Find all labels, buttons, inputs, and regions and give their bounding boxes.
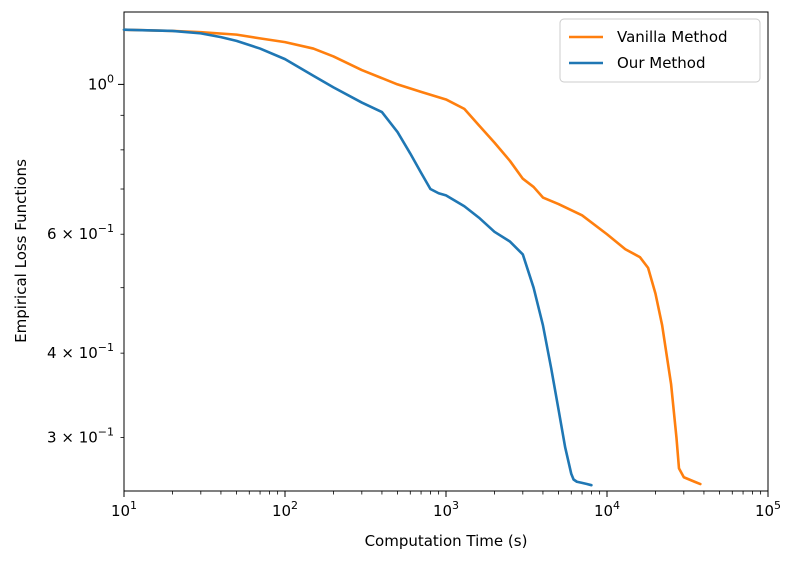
y-tick-label: 4 × 10−1 — [47, 341, 114, 362]
y-axis: 100 6 × 10−1 4 × 10−1 3 × 10−1 — [47, 72, 124, 447]
series-line-1 — [122, 28, 593, 487]
legend-label: Vanilla Method — [617, 28, 728, 46]
legend: Vanilla Method Our Method — [559, 18, 761, 83]
x-axis-label: Computation Time (s) — [365, 532, 528, 550]
x-tick-label: 101 — [111, 499, 137, 520]
y-tick-label: 6 × 10−1 — [47, 222, 114, 243]
x-axis: 101 102 103 104 105 — [111, 491, 781, 520]
series-layer — [122, 28, 702, 487]
x-tick-label: 102 — [272, 499, 298, 520]
y-tick-label: 100 — [88, 72, 114, 93]
series-line-0 — [122, 28, 702, 486]
legend-label: Our Method — [617, 54, 706, 72]
y-tick-label: 3 × 10−1 — [47, 426, 114, 447]
x-tick-label: 104 — [594, 499, 620, 520]
y-axis-label: Empirical Loss Functions — [12, 159, 30, 343]
x-tick-label: 103 — [433, 499, 459, 520]
x-tick-label: 105 — [755, 499, 781, 520]
